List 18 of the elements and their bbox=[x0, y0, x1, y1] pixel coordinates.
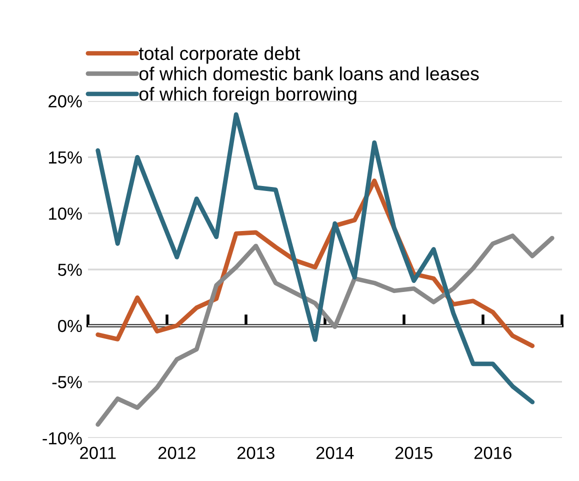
y-tick-label: 0% bbox=[58, 320, 82, 332]
y-tick-label: 15% bbox=[49, 151, 82, 164]
y-tick-label: -5% bbox=[52, 376, 82, 388]
x-tick-label: 2013 bbox=[237, 446, 274, 460]
y-tick-label: -10% bbox=[42, 432, 82, 444]
x-tick-label: 2011 bbox=[80, 446, 116, 460]
y-tick-label: 5% bbox=[58, 264, 82, 276]
y-tick-label: 20% bbox=[48, 95, 82, 108]
x-tick-label: 2016 bbox=[474, 446, 512, 460]
line-series bbox=[96, 234, 554, 427]
x-tick-label: 2014 bbox=[316, 446, 354, 460]
legend-label: of which foreign borrowing bbox=[139, 86, 356, 104]
y-tick-label: 10% bbox=[49, 208, 82, 220]
x-tick-label: 2012 bbox=[158, 446, 196, 460]
legend-label: total corporate debt bbox=[138, 46, 300, 64]
line-series bbox=[96, 112, 535, 404]
x-tick-label: 2015 bbox=[395, 446, 432, 460]
legend-label: of which domestic bank loans and leases bbox=[139, 66, 479, 80]
